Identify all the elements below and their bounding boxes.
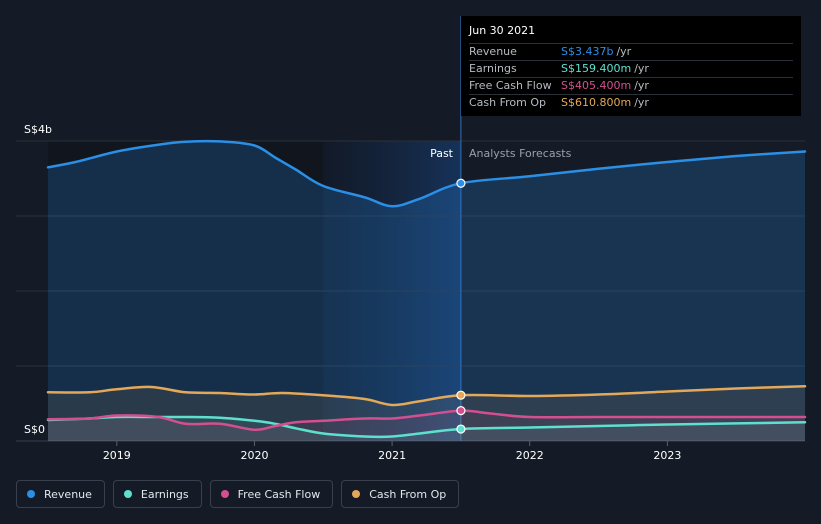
- series-marker-earnings: [456, 424, 466, 434]
- tooltip-unit: /yr: [634, 62, 649, 75]
- tooltip-unit: /yr: [634, 96, 649, 109]
- x-tick-label: 2023: [653, 449, 681, 462]
- legend-label: Cash From Op: [369, 487, 447, 501]
- x-tick-label: 2019: [103, 449, 131, 462]
- legend: Revenue Earnings Free Cash Flow Cash Fro…: [16, 480, 460, 508]
- tooltip-unit: /yr: [616, 45, 632, 58]
- tooltip-label: Earnings: [469, 62, 517, 75]
- series-lines: [46, 139, 807, 439]
- tooltip-label: Free Cash Flow: [469, 79, 552, 92]
- x-tick-label: 2022: [516, 449, 544, 462]
- forecast-label: Analysts Forecasts: [469, 147, 572, 160]
- tooltip-row-earnings: Earnings S$159.400m /yr: [469, 60, 793, 77]
- chart-plot: S$4b S$0 Past Analysts Forecasts 2019 202…: [16, 16, 807, 462]
- legend-item-cash-from-op[interactable]: Cash From Op: [341, 480, 460, 508]
- series-area-revenue: [48, 141, 805, 441]
- legend-item-revenue[interactable]: Revenue: [16, 480, 105, 508]
- legend-label: Free Cash Flow: [237, 487, 321, 501]
- legend-label: Revenue: [44, 487, 92, 501]
- x-axis-ticks: 2019 2020 2021 2022 2023: [103, 441, 681, 462]
- legend-item-earnings[interactable]: Earnings: [112, 480, 202, 508]
- series-area-earnings: [48, 416, 805, 441]
- tooltip-date: Jun 30 2021: [469, 24, 536, 37]
- tooltip: Jun 30 2021 Revenue S$3.437b /yr Earning…: [461, 16, 801, 116]
- series-marker-revenue: [456, 178, 466, 188]
- tooltip-row-cash-from-op: Cash From Op S$610.800m /yr: [469, 94, 793, 111]
- series-marker-cash-from-op: [456, 390, 466, 400]
- legend-dot-icon: [220, 490, 229, 498]
- series-line-cash-from-op: [46, 385, 807, 407]
- x-tick-label: 2021: [378, 449, 406, 462]
- grid-lines: [16, 140, 805, 442]
- tooltip-value: S$405.400m: [561, 79, 632, 92]
- tooltip-row-revenue: Revenue S$3.437b /yr: [469, 43, 793, 60]
- tooltip-unit: /yr: [634, 79, 649, 92]
- tooltip-value: S$3.437b: [561, 45, 614, 58]
- x-tick-label: 2020: [240, 449, 268, 462]
- y-axis-top-label: S$4b: [24, 123, 52, 136]
- tooltip-label: Cash From Op: [469, 96, 547, 109]
- legend-dot-icon: [123, 490, 132, 498]
- legend-item-free-cash-flow[interactable]: Free Cash Flow: [209, 480, 334, 508]
- tooltip-row-free-cash-flow: Free Cash Flow S$405.400m /yr: [469, 77, 793, 94]
- y-axis-bottom-label: S$0: [24, 423, 45, 436]
- series-markers: [456, 178, 466, 434]
- legend-dot-icon: [352, 490, 361, 498]
- series-line-free-cash-flow: [46, 409, 807, 432]
- legend-dot-icon: [27, 490, 35, 498]
- past-label: Past: [430, 147, 454, 160]
- series-line-revenue: [46, 139, 807, 208]
- legend-label: Earnings: [140, 487, 189, 501]
- series-marker-free-cash-flow: [456, 405, 466, 416]
- tooltip-value: S$159.400m: [561, 62, 632, 75]
- tooltip-value: S$610.800m: [561, 96, 632, 109]
- tooltip-label: Revenue: [469, 45, 517, 58]
